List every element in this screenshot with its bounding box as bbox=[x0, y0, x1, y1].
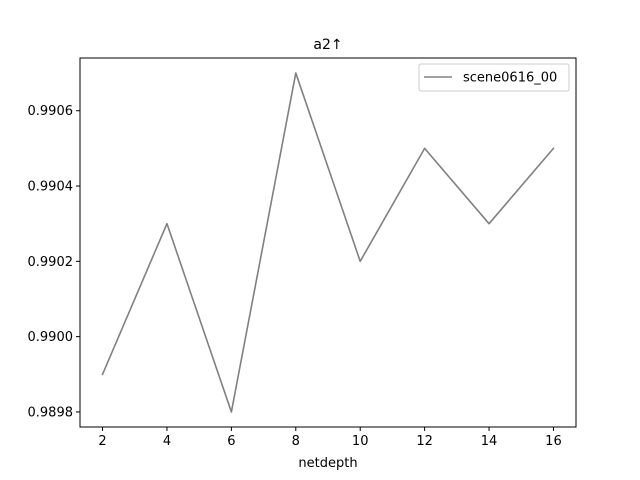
plot-frame bbox=[79, 57, 577, 428]
x-tick-label: 4 bbox=[163, 434, 171, 449]
chart-title: a2↑ bbox=[313, 37, 342, 53]
x-tick-label: 12 bbox=[416, 434, 433, 449]
x-tick-label: 16 bbox=[545, 434, 562, 449]
legend: scene0616_00 bbox=[418, 63, 570, 92]
x-tick-label: 8 bbox=[292, 434, 300, 449]
y-tick-label: 0.9906 bbox=[28, 104, 74, 119]
y-tick-label: 0.9898 bbox=[28, 405, 74, 420]
x-axis-label: netdepth bbox=[298, 456, 357, 471]
y-tick-label: 0.9902 bbox=[28, 255, 74, 270]
y-tick-label: 0.9900 bbox=[28, 330, 74, 345]
x-tick-label: 2 bbox=[98, 434, 106, 449]
x-tick-label: 10 bbox=[352, 434, 369, 449]
x-tick-label: 6 bbox=[227, 434, 235, 449]
x-tick-label: 14 bbox=[481, 434, 498, 449]
y-tick-label: 0.9904 bbox=[28, 180, 74, 195]
legend-box bbox=[418, 63, 570, 92]
series-line bbox=[101, 72, 555, 413]
legend-label: scene0616_00 bbox=[463, 71, 557, 86]
